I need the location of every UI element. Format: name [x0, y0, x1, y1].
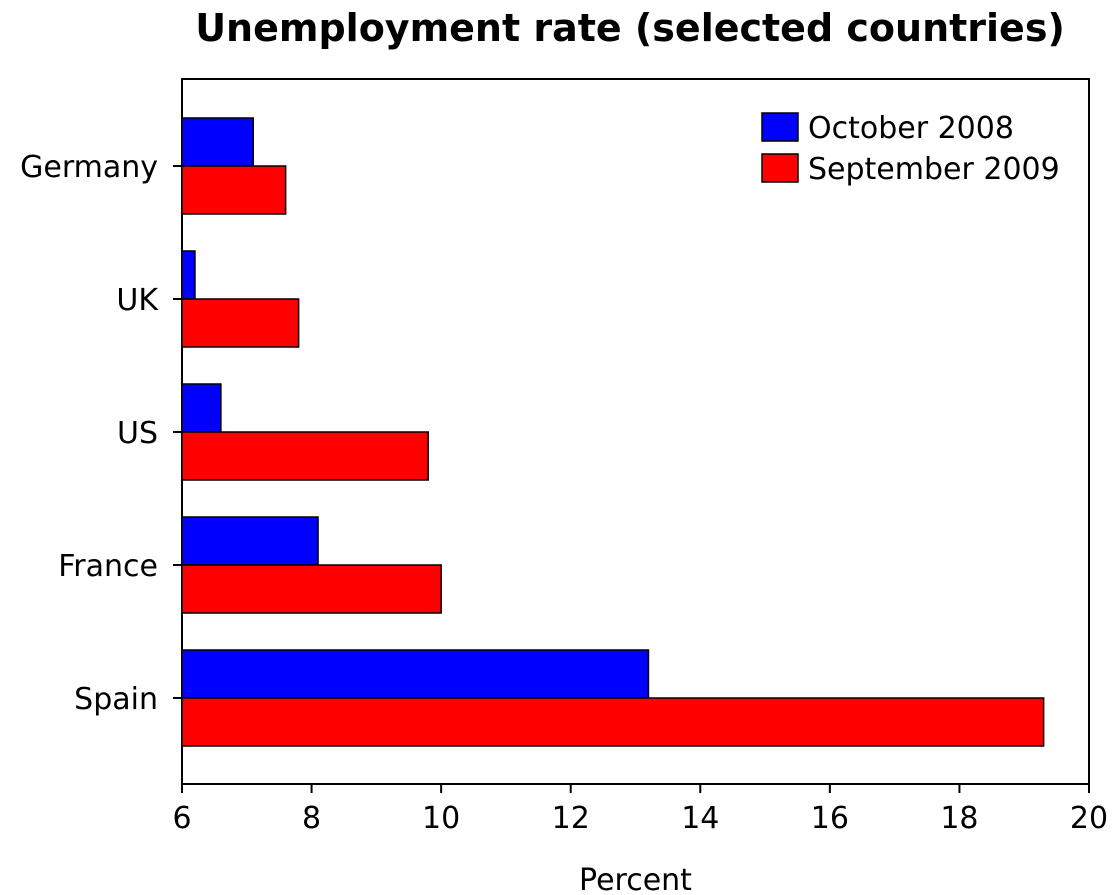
x-tick-label: 20 [1070, 801, 1108, 836]
y-tick-label: Germany [20, 150, 158, 185]
bar-germany-sep-2009 [181, 165, 287, 215]
bar-us-oct-2008 [181, 383, 222, 433]
bar-uk-sep-2009 [181, 298, 300, 348]
legend-label: October 2008 [808, 111, 1014, 146]
x-tick-label: 18 [940, 801, 978, 836]
x-axis-label: Percent [579, 863, 692, 895]
legend-label: September 2009 [808, 152, 1060, 187]
bar-france-sep-2009 [181, 564, 442, 614]
x-tick-label: 10 [422, 801, 460, 836]
bar-germany-oct-2008 [181, 117, 255, 167]
bar-us-sep-2009 [181, 431, 429, 481]
legend-swatch [761, 112, 799, 142]
chart-title: Unemployment rate (selected countries) [195, 6, 1065, 50]
bar-spain-sep-2009 [181, 697, 1045, 747]
bar-spain-oct-2008 [181, 649, 650, 699]
y-tick-label: France [58, 549, 158, 584]
bar-france-oct-2008 [181, 516, 319, 566]
y-tick-label: Spain [74, 682, 158, 717]
legend-swatch [761, 153, 799, 183]
y-tick-label: US [117, 416, 158, 451]
x-tick-label: 16 [811, 801, 849, 836]
x-tick-label: 14 [681, 801, 719, 836]
x-tick-label: 6 [172, 801, 191, 836]
y-tick-label: UK [116, 283, 159, 318]
x-tick-label: 8 [302, 801, 321, 836]
bar-uk-oct-2008 [181, 250, 196, 300]
x-tick-label: 12 [552, 801, 590, 836]
